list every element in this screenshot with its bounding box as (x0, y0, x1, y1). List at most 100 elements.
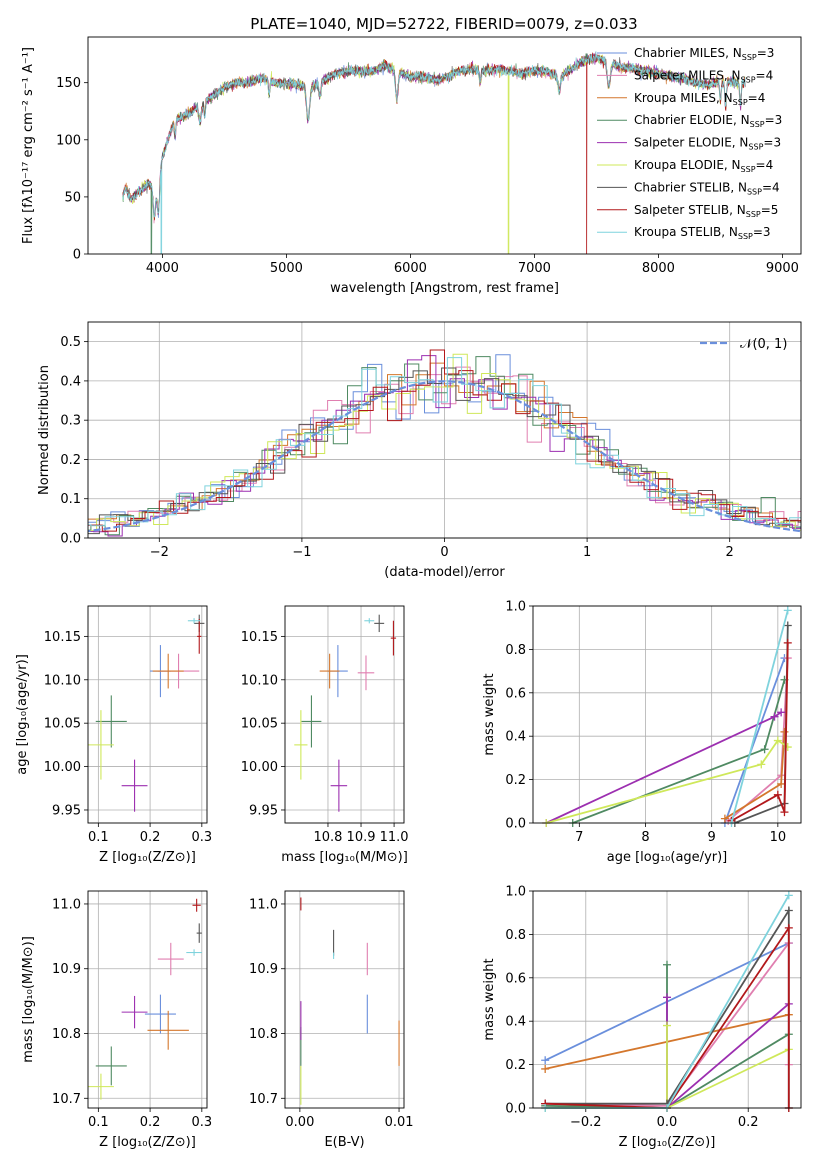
axes-frame (87, 605, 208, 824)
plus-marker (757, 760, 766, 769)
weight-line (724, 657, 786, 824)
tick-label-x: 11.0 (380, 830, 409, 845)
plus-marker (784, 906, 793, 915)
x-axis-label: mass [log₁₀(M/M⊙)] (281, 850, 408, 865)
tick-label-y: 9.95 (249, 803, 278, 818)
plus-marker (760, 745, 769, 754)
x-axis-label: Z [log₁₀(Z/Z⊙)] (99, 1135, 196, 1150)
plus-marker (784, 923, 793, 932)
tick-label-y: 0.8 (505, 928, 526, 943)
errorbar-point-8 (364, 618, 375, 624)
tick-label-y: 0.2 (505, 1058, 526, 1073)
tick-label-x: −2 (150, 545, 169, 560)
plus-marker (784, 891, 793, 900)
errorbar-point-5 (88, 710, 114, 780)
panel-weight_vs_Z: −0.2 0.0 0.2 0.0 0.2 0.4 0.6 0.8 1.0 Z [log₁₀(Z/Z… (482, 885, 802, 1150)
grid-age_vs_Z (88, 606, 207, 823)
errorbar-point-4 (330, 759, 348, 812)
y-axis-label: mass weight (482, 673, 497, 755)
x-axis-label: (data-model)/error (384, 565, 505, 580)
y-axis-label: Normed distribution (37, 365, 52, 495)
histogram-5 (88, 353, 801, 531)
tick-label-y: 10.00 (241, 760, 278, 775)
legend-label: Kroupa STELIB, NSSP=3 (634, 225, 771, 241)
errorbar-point-2 (147, 1010, 189, 1050)
tick-label-y: 0.3 (60, 414, 81, 429)
tick-label-y: 0.8 (505, 643, 526, 658)
tick-label-y: 1.0 (505, 885, 526, 900)
tick-label-y: 0.5 (60, 335, 81, 350)
errorbar-point-4 (121, 759, 148, 812)
errorbar-point-3 (301, 695, 322, 748)
plus-marker (783, 606, 792, 615)
tick-label-x: 9000 (766, 261, 799, 276)
tick-label-y: 10.9 (52, 962, 81, 977)
plot-area-age_vs_mass (294, 614, 397, 812)
weight-series-3 (568, 675, 789, 827)
tick-label-x: 5000 (270, 261, 303, 276)
plot-area-mass_vs_ebv (300, 897, 400, 1105)
tick-label-x: 0.1 (88, 1115, 109, 1130)
errorbar-point-2 (319, 653, 340, 689)
plot-area-age_vs_Z (88, 614, 205, 812)
tick-label-x: 8000 (642, 261, 675, 276)
histograms (88, 349, 801, 537)
legend-label: Salpeter MILES, NSSP=4 (634, 68, 773, 84)
tick-label-x: −1 (292, 545, 311, 560)
axes-frame (87, 890, 208, 1109)
histogram-7 (88, 349, 801, 532)
tick-label-x: 1 (583, 545, 591, 560)
y-axis-label: Flux [fλ10⁻¹⁷ erg cm⁻² s⁻¹ A⁻¹] (21, 47, 36, 244)
panel-age_vs_Z: 0.1 0.2 0.3 9.95 10.00 10.05 10.10 10.15 Z [log₁… (15, 605, 212, 865)
plus-marker (663, 993, 671, 1002)
legend-label: Chabrier MILES, NSSP=3 (634, 46, 774, 62)
tick-label-y: 100 (56, 133, 81, 148)
tick-label-x: 0.0 (657, 1115, 678, 1130)
errorbar-point-1 (157, 942, 184, 976)
tick-label-y: 10.15 (241, 630, 278, 645)
tick-label-x: 0.2 (140, 830, 161, 845)
tick-label-y: 9.95 (52, 803, 81, 818)
y-axis-label: mass [log₁₀(M/M⊙)] (21, 936, 36, 1063)
tick-label-x: 0.2 (738, 1115, 759, 1130)
plus-marker (663, 1021, 671, 1030)
weight-series-2 (720, 727, 789, 823)
panel-spectrum: 4000 5000 6000 7000 8000 9000 0 50 100 150 wavelen… (21, 36, 802, 296)
tick-label-y: 10.05 (44, 717, 81, 732)
x-axis-label: age [log₁₀(age/yr)] (607, 850, 728, 865)
legend-residuals: 𝒩(0, 1) (700, 337, 787, 352)
weight-series-5 (542, 736, 792, 827)
tick-label-x: 7 (575, 830, 583, 845)
tick-label-y: 10.7 (249, 1092, 278, 1107)
tick-label-y: 0.0 (60, 532, 81, 547)
grid-age_vs_mass (285, 606, 404, 823)
spectrum-line-8 (122, 51, 746, 254)
tick-label-y: 0.6 (505, 971, 526, 986)
weight-series-5 (541, 1021, 793, 1112)
tick-label-y: 0.1 (60, 492, 81, 507)
tick-label-x: 10.9 (347, 830, 376, 845)
x-axis-label: wavelength [Angstrom, rest frame] (330, 281, 559, 296)
histogram-8 (88, 357, 801, 527)
tick-label-x: 6000 (394, 261, 427, 276)
tick-label-x: 10.8 (313, 830, 342, 845)
gaussian-curve (88, 380, 801, 533)
plus-marker (783, 621, 792, 630)
panel-mass_vs_Z: 0.1 0.2 0.3 10.7 10.8 10.9 11.0 Z [log₁₀(Z/Z⊙)]… (21, 890, 212, 1150)
plot-area-spectrum (122, 51, 746, 254)
tick-label-y: 10.9 (249, 962, 278, 977)
plus-marker (773, 736, 782, 745)
y-axis-label: age [log₁₀(age/yr)] (15, 654, 30, 775)
plot-area-mass_vs_Z (88, 898, 202, 1100)
axes-frame (532, 605, 802, 824)
tick-label-y: 0 (73, 248, 81, 263)
tick-label-x: 8 (641, 830, 649, 845)
axes-frame (87, 36, 802, 255)
tick-label-y: 10.10 (44, 673, 81, 688)
tick-label-y: 150 (56, 76, 81, 91)
weight-line (545, 1025, 790, 1110)
plus-marker (663, 960, 671, 969)
plus-marker (541, 1056, 550, 1065)
axes-frame (284, 605, 405, 824)
